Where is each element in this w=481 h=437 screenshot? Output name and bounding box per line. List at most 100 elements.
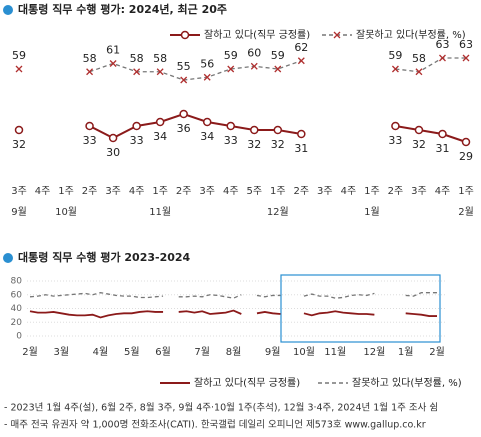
y-tick-label: 80 <box>11 277 23 287</box>
data-label: 33 <box>224 134 238 147</box>
data-label: 31 <box>294 142 308 155</box>
x-tick-label: 4주 <box>223 186 239 197</box>
data-label: 33 <box>388 134 402 147</box>
data-label: 58 <box>130 52 144 65</box>
point <box>85 121 94 131</box>
x-tick-label: 3주 <box>411 186 427 197</box>
line <box>395 125 467 143</box>
data-label: 59 <box>12 49 26 62</box>
data-label: 34 <box>200 130 214 143</box>
data-label: 34 <box>153 130 167 143</box>
legend-label: 잘못하고 있다(부정률, %) <box>352 376 462 389</box>
legend-label: 잘하고 있다(직무 긍정률) <box>194 376 300 389</box>
y-tick-label: 60 <box>11 290 23 300</box>
x-marker <box>391 65 399 73</box>
point <box>414 125 424 135</box>
point <box>250 125 259 135</box>
x-marker <box>297 57 305 65</box>
x-marker <box>156 68 164 76</box>
line <box>29 310 164 319</box>
x-marker <box>203 73 211 81</box>
x-marker <box>250 62 258 70</box>
month-label: 11월 <box>149 206 171 218</box>
footnote: - 매주 전국 유권자 약 1,000명 전화조사(CATI). 한국갤럽 데일… <box>4 419 426 431</box>
point <box>14 125 24 135</box>
month-label: 2월 <box>22 346 38 358</box>
month-label: 5월 <box>124 346 140 358</box>
legend-marker <box>180 30 190 40</box>
data-label: 62 <box>294 41 308 54</box>
data-label: 32 <box>12 138 26 151</box>
line <box>178 294 242 299</box>
title-dot <box>3 5 13 15</box>
point <box>273 125 283 135</box>
line <box>405 312 437 317</box>
x-tick-label: 1주 <box>364 186 380 197</box>
x-tick-label: 2주 <box>176 186 192 197</box>
point <box>461 137 471 147</box>
month-label: 8월 <box>226 346 242 358</box>
x-tick-label: 3주 <box>317 186 333 197</box>
month-label: 3월 <box>54 346 70 358</box>
chart-title: 대통령 직무 수행 평가 2023-2024 <box>18 250 191 264</box>
data-label: 32 <box>247 138 261 151</box>
month-label: 1월 <box>398 346 414 358</box>
line <box>256 294 281 298</box>
title-dot <box>3 253 13 263</box>
point <box>297 129 306 139</box>
legend-label: 잘하고 있다(직무 긍정률) <box>204 28 310 41</box>
x-marker <box>133 68 141 76</box>
point <box>438 129 447 139</box>
point <box>202 117 212 127</box>
line <box>178 309 242 315</box>
point <box>155 117 165 127</box>
point <box>179 109 188 119</box>
x-marker <box>462 54 470 62</box>
month-label: 10월 <box>293 346 315 358</box>
x-tick-label: 1주 <box>152 186 168 197</box>
x-tick-label: 4주 <box>129 186 145 197</box>
data-label: 60 <box>247 46 261 59</box>
chart-title: 대통령 직무 수행 평가: 2024년, 최근 20주 <box>18 2 227 16</box>
month-label: 12월 <box>363 346 385 358</box>
data-label: 33 <box>130 134 144 147</box>
month-label: 1월 <box>364 206 380 218</box>
x-marker <box>109 60 117 67</box>
point <box>132 121 141 131</box>
data-label: 59 <box>271 49 285 62</box>
y-tick-label: 40 <box>11 304 23 314</box>
point <box>391 121 400 131</box>
data-label: 59 <box>388 49 402 62</box>
data-label: 36 <box>177 122 191 135</box>
data-label: 56 <box>200 57 214 70</box>
y-tick-label: 20 <box>11 318 23 328</box>
month-label: 7월 <box>194 346 210 358</box>
x-marker <box>227 65 235 73</box>
data-label: 58 <box>412 52 426 65</box>
line <box>89 60 302 81</box>
data-label: 31 <box>435 142 449 155</box>
line <box>29 292 164 299</box>
x-tick-label: 4주 <box>341 186 357 197</box>
x-tick-label: 3주 <box>199 186 215 197</box>
month-label: 2월 <box>429 346 445 358</box>
x-marker <box>415 68 423 76</box>
footnote: - 2023년 1월 4주(설), 6월 2주, 8월 3주, 9월 4주·10… <box>4 402 438 414</box>
line <box>395 57 466 73</box>
x-marker <box>180 76 188 84</box>
x-tick-label: 1주 <box>58 186 74 197</box>
x-marker <box>439 54 446 62</box>
data-label: 32 <box>412 138 426 151</box>
legend-marker <box>333 31 341 39</box>
line <box>405 292 437 297</box>
x-marker <box>15 65 23 73</box>
point <box>226 121 235 131</box>
y-tick-label: 0 <box>16 332 22 342</box>
x-tick-label: 1주 <box>458 186 474 197</box>
x-tick-label: 4주 <box>435 186 451 197</box>
month-label: 2월 <box>458 206 474 218</box>
data-label: 59 <box>224 49 238 62</box>
x-tick-label: 1주 <box>270 186 286 197</box>
line <box>256 311 281 315</box>
x-tick-label: 4주 <box>35 186 51 197</box>
